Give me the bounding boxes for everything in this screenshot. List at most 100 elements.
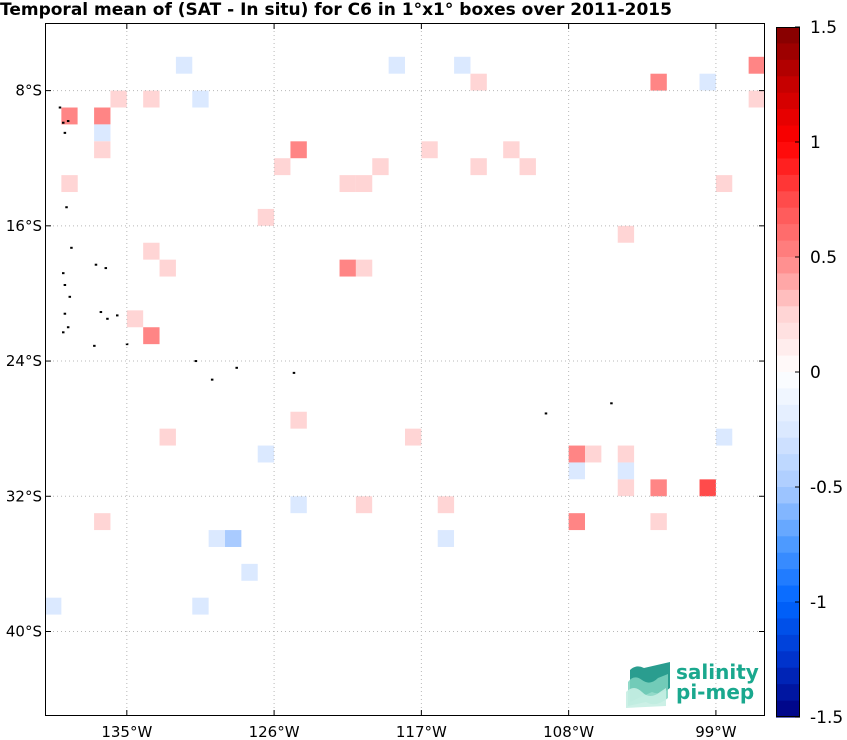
data-cell — [454, 530, 471, 547]
data-cell — [650, 479, 667, 497]
data-cell — [421, 141, 438, 159]
plot-frame — [45, 23, 765, 716]
y-tick-label: 32°S — [6, 487, 42, 505]
colorbar-bin — [776, 174, 800, 192]
data-cell — [486, 479, 504, 497]
colorbar-bin — [776, 322, 800, 340]
data-cell — [61, 107, 78, 125]
colorbar-bin — [776, 634, 800, 652]
data-cell — [77, 107, 95, 125]
data-cell — [388, 56, 405, 74]
colorbar-bin — [776, 306, 800, 324]
data-cell — [339, 175, 356, 193]
island-mark — [58, 106, 62, 109]
island-mark — [65, 206, 68, 209]
colorbar-bin — [776, 191, 800, 209]
data-cell — [159, 259, 176, 277]
data-cell — [192, 513, 209, 531]
data-cell — [355, 259, 373, 277]
island-mark — [116, 314, 119, 317]
x-tick-label: 117°W — [396, 723, 447, 740]
data-cell — [699, 90, 716, 108]
colorbar-bin — [776, 651, 800, 669]
colorbar-bin — [776, 27, 800, 45]
data-cell — [470, 73, 487, 91]
data-cell — [143, 90, 160, 108]
colorbar-bin — [776, 618, 800, 636]
colorbar-bin — [776, 372, 800, 390]
data-cell — [568, 513, 585, 531]
data-cell — [290, 411, 307, 429]
colorbar: 1.5 1 0.5 0 -0.5 -1 -1.5 — [776, 18, 843, 728]
chart-title: Temporal mean of (SAT - In situ) for C6 … — [0, 0, 672, 20]
data-cell — [699, 73, 716, 91]
data-cell — [732, 39, 749, 57]
data-cell — [143, 327, 160, 345]
data-cell — [437, 530, 455, 547]
colorbar-bin — [776, 43, 800, 61]
colorbar-bin — [776, 569, 800, 587]
island-mark — [94, 263, 98, 266]
colorbar-bin — [776, 454, 800, 472]
colorbar-bin — [776, 487, 800, 505]
y-tick-label: 16°S — [6, 217, 42, 235]
data-cell — [617, 462, 635, 480]
island-mark — [544, 412, 548, 415]
y-tick-label: 40°S — [6, 622, 42, 640]
island-mark — [210, 378, 214, 381]
data-cell — [290, 496, 307, 514]
island-mark — [99, 311, 103, 314]
island-mark — [63, 283, 67, 286]
colorbar-bin — [776, 273, 800, 291]
colorbar-tick-label: -1 — [810, 593, 827, 613]
data-cell — [372, 158, 389, 176]
data-cell — [617, 479, 635, 497]
colorbar-bin — [776, 339, 800, 357]
colorbar-bin — [776, 602, 800, 620]
island-mark — [62, 331, 65, 334]
data-cell — [748, 56, 765, 74]
colorbar-bin — [776, 470, 800, 488]
colorbar-bin — [776, 224, 800, 242]
data-cell — [405, 428, 422, 446]
colorbar-tick-label: 1 — [810, 133, 821, 153]
island-mark — [62, 121, 65, 124]
colorbar-bin — [776, 257, 800, 275]
data-cell — [715, 175, 733, 193]
data-cell — [617, 225, 635, 243]
island-mark — [292, 371, 296, 374]
data-cell — [634, 496, 651, 514]
x-tick-label: 99°W — [695, 723, 737, 740]
colorbar-bin — [776, 585, 800, 603]
data-cell — [715, 428, 733, 446]
data-cell — [94, 90, 111, 108]
colorbar-bin — [776, 76, 800, 94]
island-mark — [66, 326, 70, 329]
colorbar-bin — [776, 503, 800, 521]
logo-line1: salinity — [676, 660, 759, 684]
island-mark — [106, 317, 109, 320]
colorbar-bin — [776, 92, 800, 110]
data-cell — [225, 530, 242, 547]
data-cell — [519, 158, 536, 176]
data-cell — [208, 530, 225, 547]
data-cell — [241, 563, 258, 581]
colorbar-bin — [776, 421, 800, 439]
ticks-layer: 135°W 126°W 117°W 108°W 99°W 8°S 16°S 24°S 32°S 4… — [6, 23, 765, 740]
data-cell — [175, 56, 193, 74]
data-cell — [601, 496, 618, 514]
data-cell — [94, 124, 111, 142]
data-cell — [339, 259, 356, 277]
colorbar-bin — [776, 158, 800, 176]
data-cell — [519, 90, 536, 108]
data-cell — [94, 141, 111, 159]
colorbar-tick-label: -0.5 — [810, 478, 843, 498]
data-cell — [585, 445, 602, 463]
data-cell — [126, 310, 144, 328]
data-cell — [585, 479, 602, 497]
colorbar-bin — [776, 289, 800, 307]
data-cell — [355, 496, 373, 514]
colorbar-bin — [776, 700, 800, 718]
island-mark — [70, 246, 73, 249]
